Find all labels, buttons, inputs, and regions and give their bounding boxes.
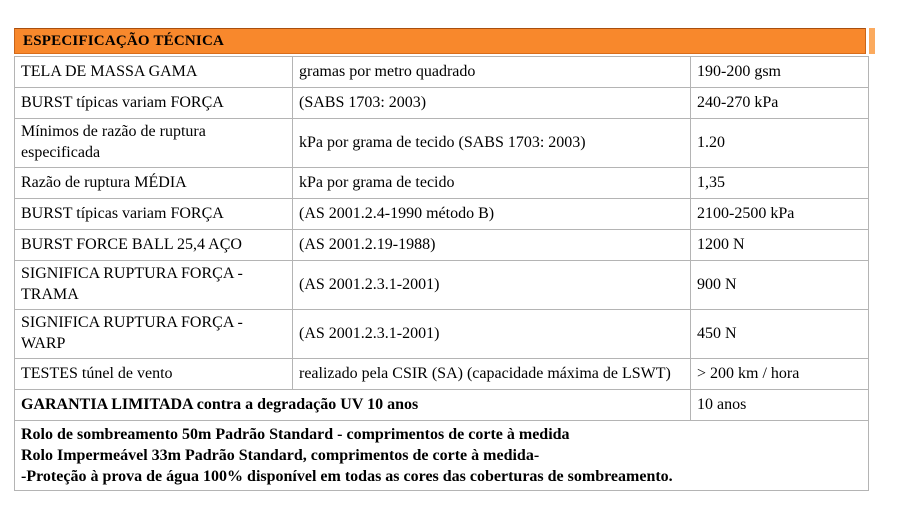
spec-cell-parameter: TELA DE MASSA GAMA: [14, 56, 293, 88]
table-title-bar: ESPECIFICAÇÃO TÉCNICA: [14, 28, 875, 54]
spec-cell-value: 1,35: [690, 167, 869, 199]
warranty-row: GARANTIA LIMITADA contra a degradação UV…: [14, 389, 869, 421]
table-row: TELA DE MASSA GAMA gramas por metro quad…: [14, 56, 869, 88]
spec-cell-parameter: TESTES túnel de vento: [14, 358, 293, 390]
spec-cell-method: kPa por grama de tecido (SABS 1703: 2003…: [292, 118, 691, 168]
spec-cell-value: > 200 km / hora: [690, 358, 869, 390]
spec-cell-value: 190-200 gsm: [690, 56, 869, 88]
spec-cell-method: (AS 2001.2.4-1990 método B): [292, 198, 691, 230]
spec-cell-method: (AS 2001.2.3.1-2001): [292, 260, 691, 310]
spec-cell-method: (SABS 1703: 2003): [292, 87, 691, 119]
spec-cell-parameter: BURST típicas variam FORÇA: [14, 87, 293, 119]
table-row: TESTES túnel de vento realizado pela CSI…: [14, 358, 869, 390]
spec-cell-method: (AS 2001.2.3.1-2001): [292, 309, 691, 359]
spec-cell-method: kPa por grama de tecido: [292, 167, 691, 199]
spec-sheet: ESPECIFICAÇÃO TÉCNICA TELA DE MASSA GAMA…: [14, 28, 875, 491]
spec-cell-method: (AS 2001.2.19-1988): [292, 229, 691, 261]
table-row: SIGNIFICA RUPTURA FORÇA - TRAMA (AS 2001…: [14, 260, 869, 310]
title-bar-sliver: [869, 28, 875, 54]
spec-table: TELA DE MASSA GAMA gramas por metro quad…: [14, 56, 869, 491]
spec-cell-value: 1.20: [690, 118, 869, 168]
warranty-value: 10 anos: [690, 389, 869, 421]
table-row: BURST FORCE BALL 25,4 AÇO (AS 2001.2.19-…: [14, 229, 869, 261]
spec-cell-parameter: BURST típicas variam FORÇA: [14, 198, 293, 230]
table-title: ESPECIFICAÇÃO TÉCNICA: [14, 28, 866, 54]
table-row: BURST típicas variam FORÇA (SABS 1703: 2…: [14, 87, 869, 119]
spec-cell-method: gramas por metro quadrado: [292, 56, 691, 88]
spec-cell-value: 900 N: [690, 260, 869, 310]
spec-cell-parameter: Razão de ruptura MÉDIA: [14, 167, 293, 199]
spec-cell-value: 450 N: [690, 309, 869, 359]
spec-cell-parameter: Mínimos de razão de ruptura especificada: [14, 118, 293, 168]
spec-cell-method: realizado pela CSIR (SA) (capacidade máx…: [292, 358, 691, 390]
table-row: Mínimos de razão de ruptura especificada…: [14, 118, 869, 168]
table-row: SIGNIFICA RUPTURA FORÇA - WARP (AS 2001.…: [14, 309, 869, 359]
spec-cell-parameter: SIGNIFICA RUPTURA FORÇA - WARP: [14, 309, 293, 359]
footer-note-cell: Rolo de sombreamento 50m Padrão Standard…: [14, 420, 869, 491]
table-row: Razão de ruptura MÉDIA kPa por grama de …: [14, 167, 869, 199]
warranty-label: GARANTIA LIMITADA contra a degradação UV…: [14, 389, 691, 421]
title-bar-gap: [866, 28, 869, 54]
spec-cell-parameter: SIGNIFICA RUPTURA FORÇA - TRAMA: [14, 260, 293, 310]
spec-cell-value: 1200 N: [690, 229, 869, 261]
footer-note-line: Rolo Impermeável 33m Padrão Standard, co…: [21, 446, 540, 464]
spec-cell-value: 2100-2500 kPa: [690, 198, 869, 230]
spec-cell-value: 240-270 kPa: [690, 87, 869, 119]
footer-note-line: -Proteção à prova de água 100% disponíve…: [21, 468, 673, 486]
table-row: BURST típicas variam FORÇA (AS 2001.2.4-…: [14, 198, 869, 230]
spec-cell-parameter: BURST FORCE BALL 25,4 AÇO: [14, 229, 293, 261]
footer-note-line: Rolo de sombreamento 50m Padrão Standard…: [21, 425, 570, 443]
footer-note-row: Rolo de sombreamento 50m Padrão Standard…: [14, 420, 869, 491]
